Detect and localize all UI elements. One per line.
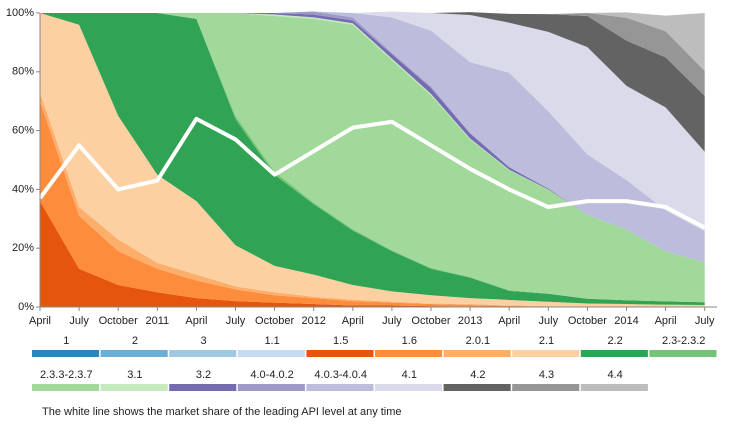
area xyxy=(40,13,705,307)
x-tick-label: 2013 xyxy=(458,315,482,327)
legend-swatch xyxy=(375,350,443,357)
legend-swatch xyxy=(306,350,374,357)
legend-label: 3.1 xyxy=(127,369,142,381)
legend-label: 2.1 xyxy=(539,335,554,347)
x-tick-label: 2011 xyxy=(145,315,169,327)
legend-swatch xyxy=(512,384,580,391)
legend-swatch xyxy=(169,350,237,357)
area xyxy=(40,11,705,232)
legend-label: 3 xyxy=(200,335,206,347)
y-tick-label: 0% xyxy=(18,301,34,313)
legend-swatch xyxy=(443,384,511,391)
y-tick-label: 100% xyxy=(6,7,34,19)
legend-label: 1.5 xyxy=(333,335,348,347)
y-tick-label: 80% xyxy=(12,66,34,78)
legend-swatch xyxy=(100,350,168,357)
legend-swatch xyxy=(443,350,511,357)
legend-swatch xyxy=(580,350,648,357)
legend-label: 2.3-2.3.2 xyxy=(662,335,705,347)
x-tick-label: July xyxy=(382,315,402,327)
x-tick-label: April xyxy=(29,315,51,327)
x-tick-label: July xyxy=(695,315,715,327)
legend-label: 1 xyxy=(63,335,69,347)
x-tick-label: April xyxy=(655,315,677,327)
legend-label: 4.1 xyxy=(402,369,417,381)
x-tick-label: April xyxy=(498,315,520,327)
area xyxy=(40,13,705,305)
x-tick-label: October xyxy=(411,315,450,327)
note: The white line shows the market share of… xyxy=(42,406,402,418)
legend-label: 4.0.3-4.0.4 xyxy=(314,369,367,381)
x-tick-label: October xyxy=(568,315,607,327)
legend-swatch xyxy=(649,350,717,357)
legend-label: 1.6 xyxy=(402,335,417,347)
legend-swatch xyxy=(237,350,305,357)
y-tick-label: 60% xyxy=(12,125,34,137)
legend-label: 2.2 xyxy=(607,335,622,347)
legend-swatch xyxy=(375,384,443,391)
legend-label: 3.2 xyxy=(196,369,211,381)
legend-swatch xyxy=(306,384,374,391)
x-tick-label: October xyxy=(99,315,138,327)
legend-label: 2.3.3-2.3.7 xyxy=(40,369,93,381)
legend-swatch xyxy=(169,384,237,391)
x-tick-label: 2014 xyxy=(614,315,638,327)
leading-line xyxy=(38,116,706,230)
legend-swatch xyxy=(32,350,100,357)
y-tick-label: 20% xyxy=(12,242,34,254)
legend-swatch xyxy=(100,384,168,391)
legend-label: 4.4 xyxy=(607,369,622,381)
x-tick-label: April xyxy=(185,315,207,327)
x-tick-label: 2012 xyxy=(301,315,325,327)
x-tick-label: July xyxy=(539,315,559,327)
legend-label: 2.0.1 xyxy=(466,335,490,347)
legend-swatch xyxy=(32,384,100,391)
x-tick-label: July xyxy=(226,315,246,327)
legend-swatch xyxy=(237,384,305,391)
legend-label: 1.1 xyxy=(264,335,279,347)
legend-swatch xyxy=(512,350,580,357)
y-tick-label: 40% xyxy=(12,183,34,195)
legend-label: 4.2 xyxy=(470,369,485,381)
area xyxy=(40,11,705,71)
legend-label: 2 xyxy=(132,335,138,347)
area xyxy=(40,201,705,307)
x-tick-label: July xyxy=(69,315,89,327)
x-tick-label: April xyxy=(342,315,364,327)
area xyxy=(40,13,705,303)
legend-label: 4.0-4.0.2 xyxy=(250,369,293,381)
x-tick-label: October xyxy=(255,315,294,327)
legend-swatch xyxy=(580,384,648,391)
legend-label: 4.3 xyxy=(539,369,554,381)
